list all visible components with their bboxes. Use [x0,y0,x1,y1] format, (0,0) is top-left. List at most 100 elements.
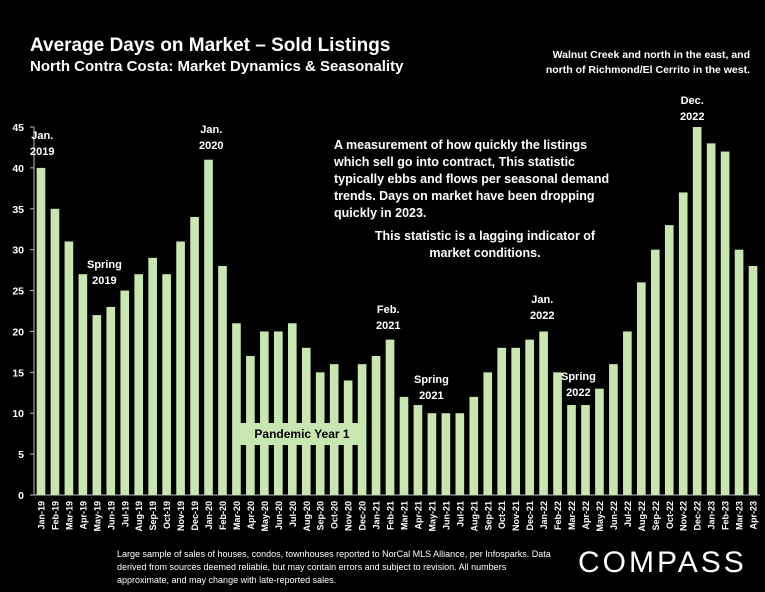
x-tick-label: Nov-20 [344,501,354,531]
chart-subtitle: North Contra Costa: Market Dynamics & Se… [30,58,404,75]
x-tick-label: Mar-23 [735,501,745,530]
x-tick-label: May-21 [427,501,437,532]
bar [539,331,548,495]
x-tick-label: Mar-20 [232,501,242,530]
bar [650,249,660,495]
bar [36,167,46,495]
x-tick-label: Dec-20 [358,501,368,531]
y-tick-label: 0 [18,490,24,502]
bar [78,274,88,495]
y-tick-label: 5 [18,449,24,461]
bar [748,266,758,495]
annotation-jan-2019: Jan. 2019 [30,130,55,158]
x-tick-label: May-22 [595,501,605,532]
x-tick-label: Oct-20 [330,501,340,529]
bar [553,372,562,495]
bar [301,347,311,495]
compass-logo: COMPASS [578,546,747,579]
x-tick-label: May-20 [260,501,270,532]
x-tick-label: Sep-22 [651,501,661,531]
annotation-feb-2021: Feb. 2021 [376,304,401,332]
x-tick-label: Jul-21 [455,501,465,527]
bar [232,323,241,495]
bar [120,290,130,495]
x-tick-label: Jun-22 [609,501,619,530]
bar [483,372,493,495]
bar [190,216,199,495]
annotation-dec-2022: Dec. 2022 [680,95,705,123]
y-tick-label: 35 [12,204,24,216]
x-tick-label: Apr-22 [581,501,591,530]
y-tick-label: 30 [12,245,24,257]
bar [50,208,60,495]
annotation-spring-2021: Spring 2021 [414,374,449,402]
bar [595,388,604,495]
x-tick-label: Aug-21 [469,501,479,532]
x-tick-label: May-19 [92,501,102,532]
bar [720,151,730,496]
bar [636,282,646,495]
annotation-spring-2022: Spring 2022 [561,371,596,399]
x-tick-label: Jan-23 [707,501,717,530]
y-tick-label: 40 [12,163,24,175]
x-tick-label: Feb-22 [553,501,563,530]
bar [106,306,116,495]
x-tick-label: Dec-19 [190,501,200,531]
bar [609,364,618,495]
bar [64,241,74,495]
x-tick-label: Sep-21 [483,501,493,531]
bar [148,257,158,495]
lagging-annotation: This statistic is a lagging indicator of… [374,229,596,260]
x-tick-label: Apr-20 [246,501,256,530]
x-tick-label: Jul-20 [288,501,298,527]
bar [413,405,423,495]
x-tick-label: Jan-22 [539,501,549,530]
bar [623,331,632,495]
x-tick-label: Nov-22 [679,501,689,531]
x-tick-label: Jan-21 [372,501,382,530]
x-tick-label: Feb-21 [386,501,396,530]
bar [692,127,702,495]
bar [497,347,507,495]
annotation-jan-2022: Jan. 2022 [530,294,555,322]
bar [455,413,465,495]
x-tick-label: Jan-19 [36,501,46,530]
source-footnote: Large sample of sales of houses, condos,… [117,549,551,585]
x-tick-label: Mar-19 [64,501,74,530]
x-tick-label: Mar-22 [567,501,577,530]
x-tick-label: Feb-23 [721,501,731,530]
bar [664,225,674,495]
region-note: Walnut Creek and north in the east, and … [480,48,750,78]
x-tick-label: Jul-22 [623,501,633,527]
x-tick-label: Oct-22 [665,501,675,529]
x-tick-label: Aug-19 [134,501,144,532]
bar [441,413,451,495]
x-tick-label: Jun-20 [274,501,284,530]
annotation-spring-2019: Spring 2019 [87,259,122,287]
x-tick-label: Aug-20 [302,501,312,532]
x-tick-label: Apr-21 [413,501,423,530]
bar [385,339,395,495]
region-note-line1: Walnut Creek and north in the east, and [552,49,750,61]
bar [92,315,102,495]
bar [567,405,576,495]
chart-title: Average Days on Market – Sold Listings [30,35,391,56]
x-tick-label: Feb-19 [50,501,60,530]
x-tick-label: Aug-22 [637,501,647,532]
bar [734,249,744,495]
bar [218,266,227,495]
x-tick-label: Dec-21 [525,501,535,531]
bar [427,413,437,495]
x-tick-label: Apr-23 [749,501,759,530]
bar [706,143,716,495]
annotation-jan-2020: Jan. 2020 [199,124,224,152]
x-tick-label: Nov-21 [511,501,521,531]
y-tick-label: 20 [12,326,24,338]
bar [176,241,185,495]
bar [525,339,534,495]
bar [287,323,297,495]
x-tick-label: Sep-19 [148,501,158,531]
y-tick-label: 45 [12,122,24,134]
x-tick-label: Jan-20 [204,501,214,530]
